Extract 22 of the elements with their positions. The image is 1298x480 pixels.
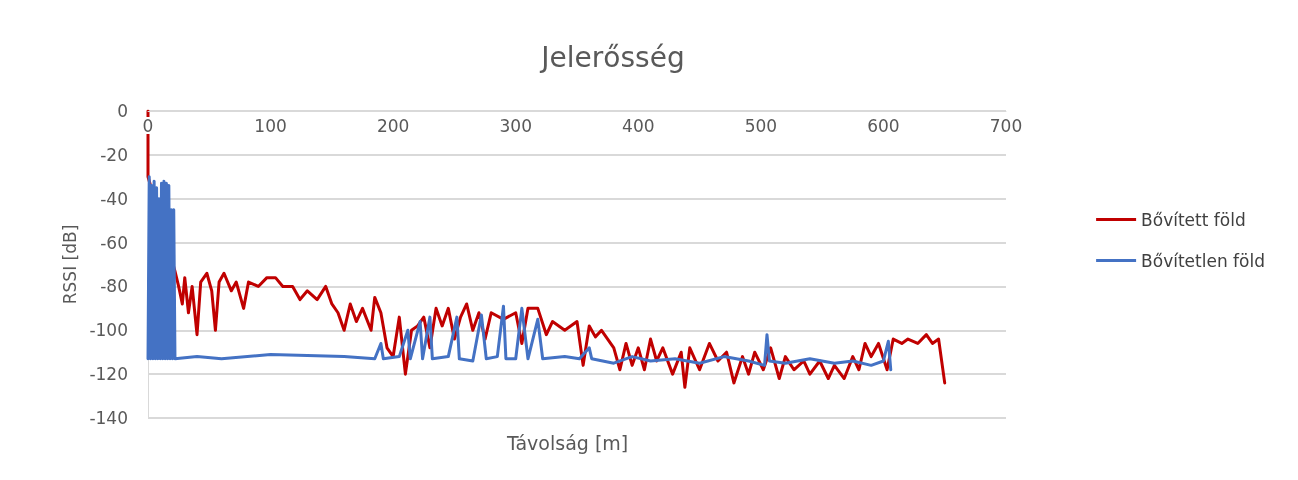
x-tick-label: 100: [254, 115, 287, 136]
x-tick-label: 400: [622, 115, 655, 136]
y-tick-label: -80: [100, 276, 128, 297]
y-tick-label: -120: [89, 364, 128, 385]
y-tick-label: -140: [89, 408, 128, 428]
y-tick-label: -100: [89, 320, 128, 341]
y-tick-label: -20: [100, 144, 128, 165]
legend-label: Bővítetlen föld: [1141, 250, 1266, 271]
y-tick-label: 0: [117, 101, 128, 121]
y-tick-label: -60: [100, 232, 128, 253]
y-tick-label: -40: [100, 188, 128, 209]
line-series: [146, 175, 893, 372]
x-axis-title: Távolság [m]: [506, 431, 629, 454]
y-axis-title: RSSI [dB]: [59, 224, 80, 305]
x-tick-label: 500: [744, 115, 778, 136]
chart-title: Jelerősség: [539, 40, 685, 74]
x-tick-label: 700: [989, 115, 1023, 136]
x-tick-label: 600: [867, 115, 900, 136]
legend-label: Bővített föld: [1141, 209, 1246, 230]
x-tick-label: 0: [142, 115, 154, 136]
x-tick-label: 200: [376, 115, 410, 136]
x-tick-label: 300: [499, 115, 532, 136]
